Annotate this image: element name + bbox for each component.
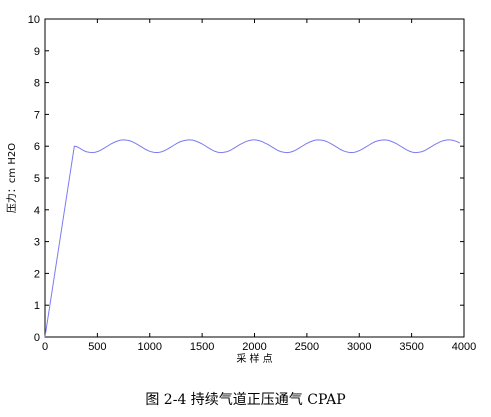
x-tick-label: 1000 xyxy=(138,341,162,353)
x-tick-label: 2000 xyxy=(242,341,266,353)
x-tick-label: 3500 xyxy=(399,341,423,353)
y-tick-label: 5 xyxy=(34,173,40,185)
x-tick-label: 500 xyxy=(88,341,106,353)
series-layer xyxy=(44,139,461,338)
x-axis-label: 采 样 点 xyxy=(236,352,272,365)
plot-area xyxy=(44,18,465,338)
y-tick-label: 2 xyxy=(34,268,40,280)
y-tick-label: 10 xyxy=(28,14,40,26)
figure-caption: 图 2-4 持续气道正压通气 CPAP xyxy=(145,392,346,408)
x-tick-label: 3000 xyxy=(347,341,371,353)
y-axis-label: 压力：cm H2O xyxy=(5,143,18,213)
y-tick-label: 4 xyxy=(34,205,40,217)
pressure-series-line xyxy=(44,139,461,338)
y-ticks: 0 1 2 3 4 5 6 7 8 9 10 xyxy=(28,14,464,344)
x-tick-label: 4000 xyxy=(452,341,476,353)
y-tick-label: 1 xyxy=(34,300,40,312)
y-tick-label: 7 xyxy=(34,109,40,121)
y-tick-label: 8 xyxy=(34,78,40,90)
y-tick-label: 3 xyxy=(34,237,40,249)
x-tick-label: 2500 xyxy=(295,341,319,353)
x-tick-label: 1500 xyxy=(190,341,214,353)
x-tick-label: 0 xyxy=(42,341,48,353)
y-tick-label: 0 xyxy=(34,332,40,344)
x-ticks: 0 500 1000 1500 2000 2500 3000 3500 4000 xyxy=(42,19,476,353)
y-tick-label: 9 xyxy=(34,46,40,58)
y-tick-label: 6 xyxy=(34,141,40,153)
